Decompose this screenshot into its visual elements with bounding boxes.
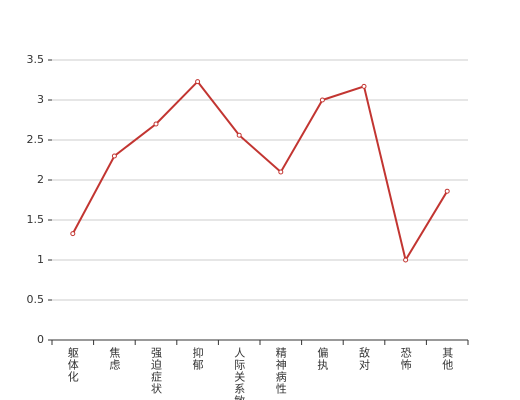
y-tick-label: 0.5 — [27, 293, 45, 306]
x-tick-label: 恐怖 — [399, 347, 412, 371]
point — [236, 132, 242, 138]
line — [71, 80, 449, 263]
x-tick-label: 焦虑 — [108, 347, 121, 371]
y-tick-label: 1 — [37, 253, 44, 266]
x-tick-label: 敌对 — [358, 346, 371, 371]
point — [111, 153, 117, 159]
y-tick-label: 0 — [37, 333, 44, 346]
point — [444, 188, 450, 194]
x-tick-label: 躯体化 — [66, 347, 79, 383]
y-tick-label: 3.5 — [27, 53, 45, 66]
point — [403, 257, 409, 263]
y-tick-label: 1.5 — [27, 213, 45, 226]
point — [319, 97, 325, 103]
x-tick-label: 人际关系敏感 — [233, 347, 246, 400]
x-tick-label: 精神病性 — [274, 347, 287, 395]
point — [195, 79, 201, 85]
x-tick-label: 强迫症状 — [150, 347, 163, 395]
point — [70, 231, 76, 237]
y-tick-label: 2 — [37, 173, 44, 186]
x-tick-label: 抑郁 — [191, 346, 204, 371]
x-tick-label: 偏执 — [316, 346, 329, 371]
y-tick-label: 2.5 — [27, 133, 45, 146]
y-tick-label: 3 — [37, 93, 44, 106]
x-tick-label: 其他 — [441, 347, 454, 371]
point — [153, 121, 159, 127]
point — [361, 83, 367, 89]
point — [278, 169, 284, 175]
